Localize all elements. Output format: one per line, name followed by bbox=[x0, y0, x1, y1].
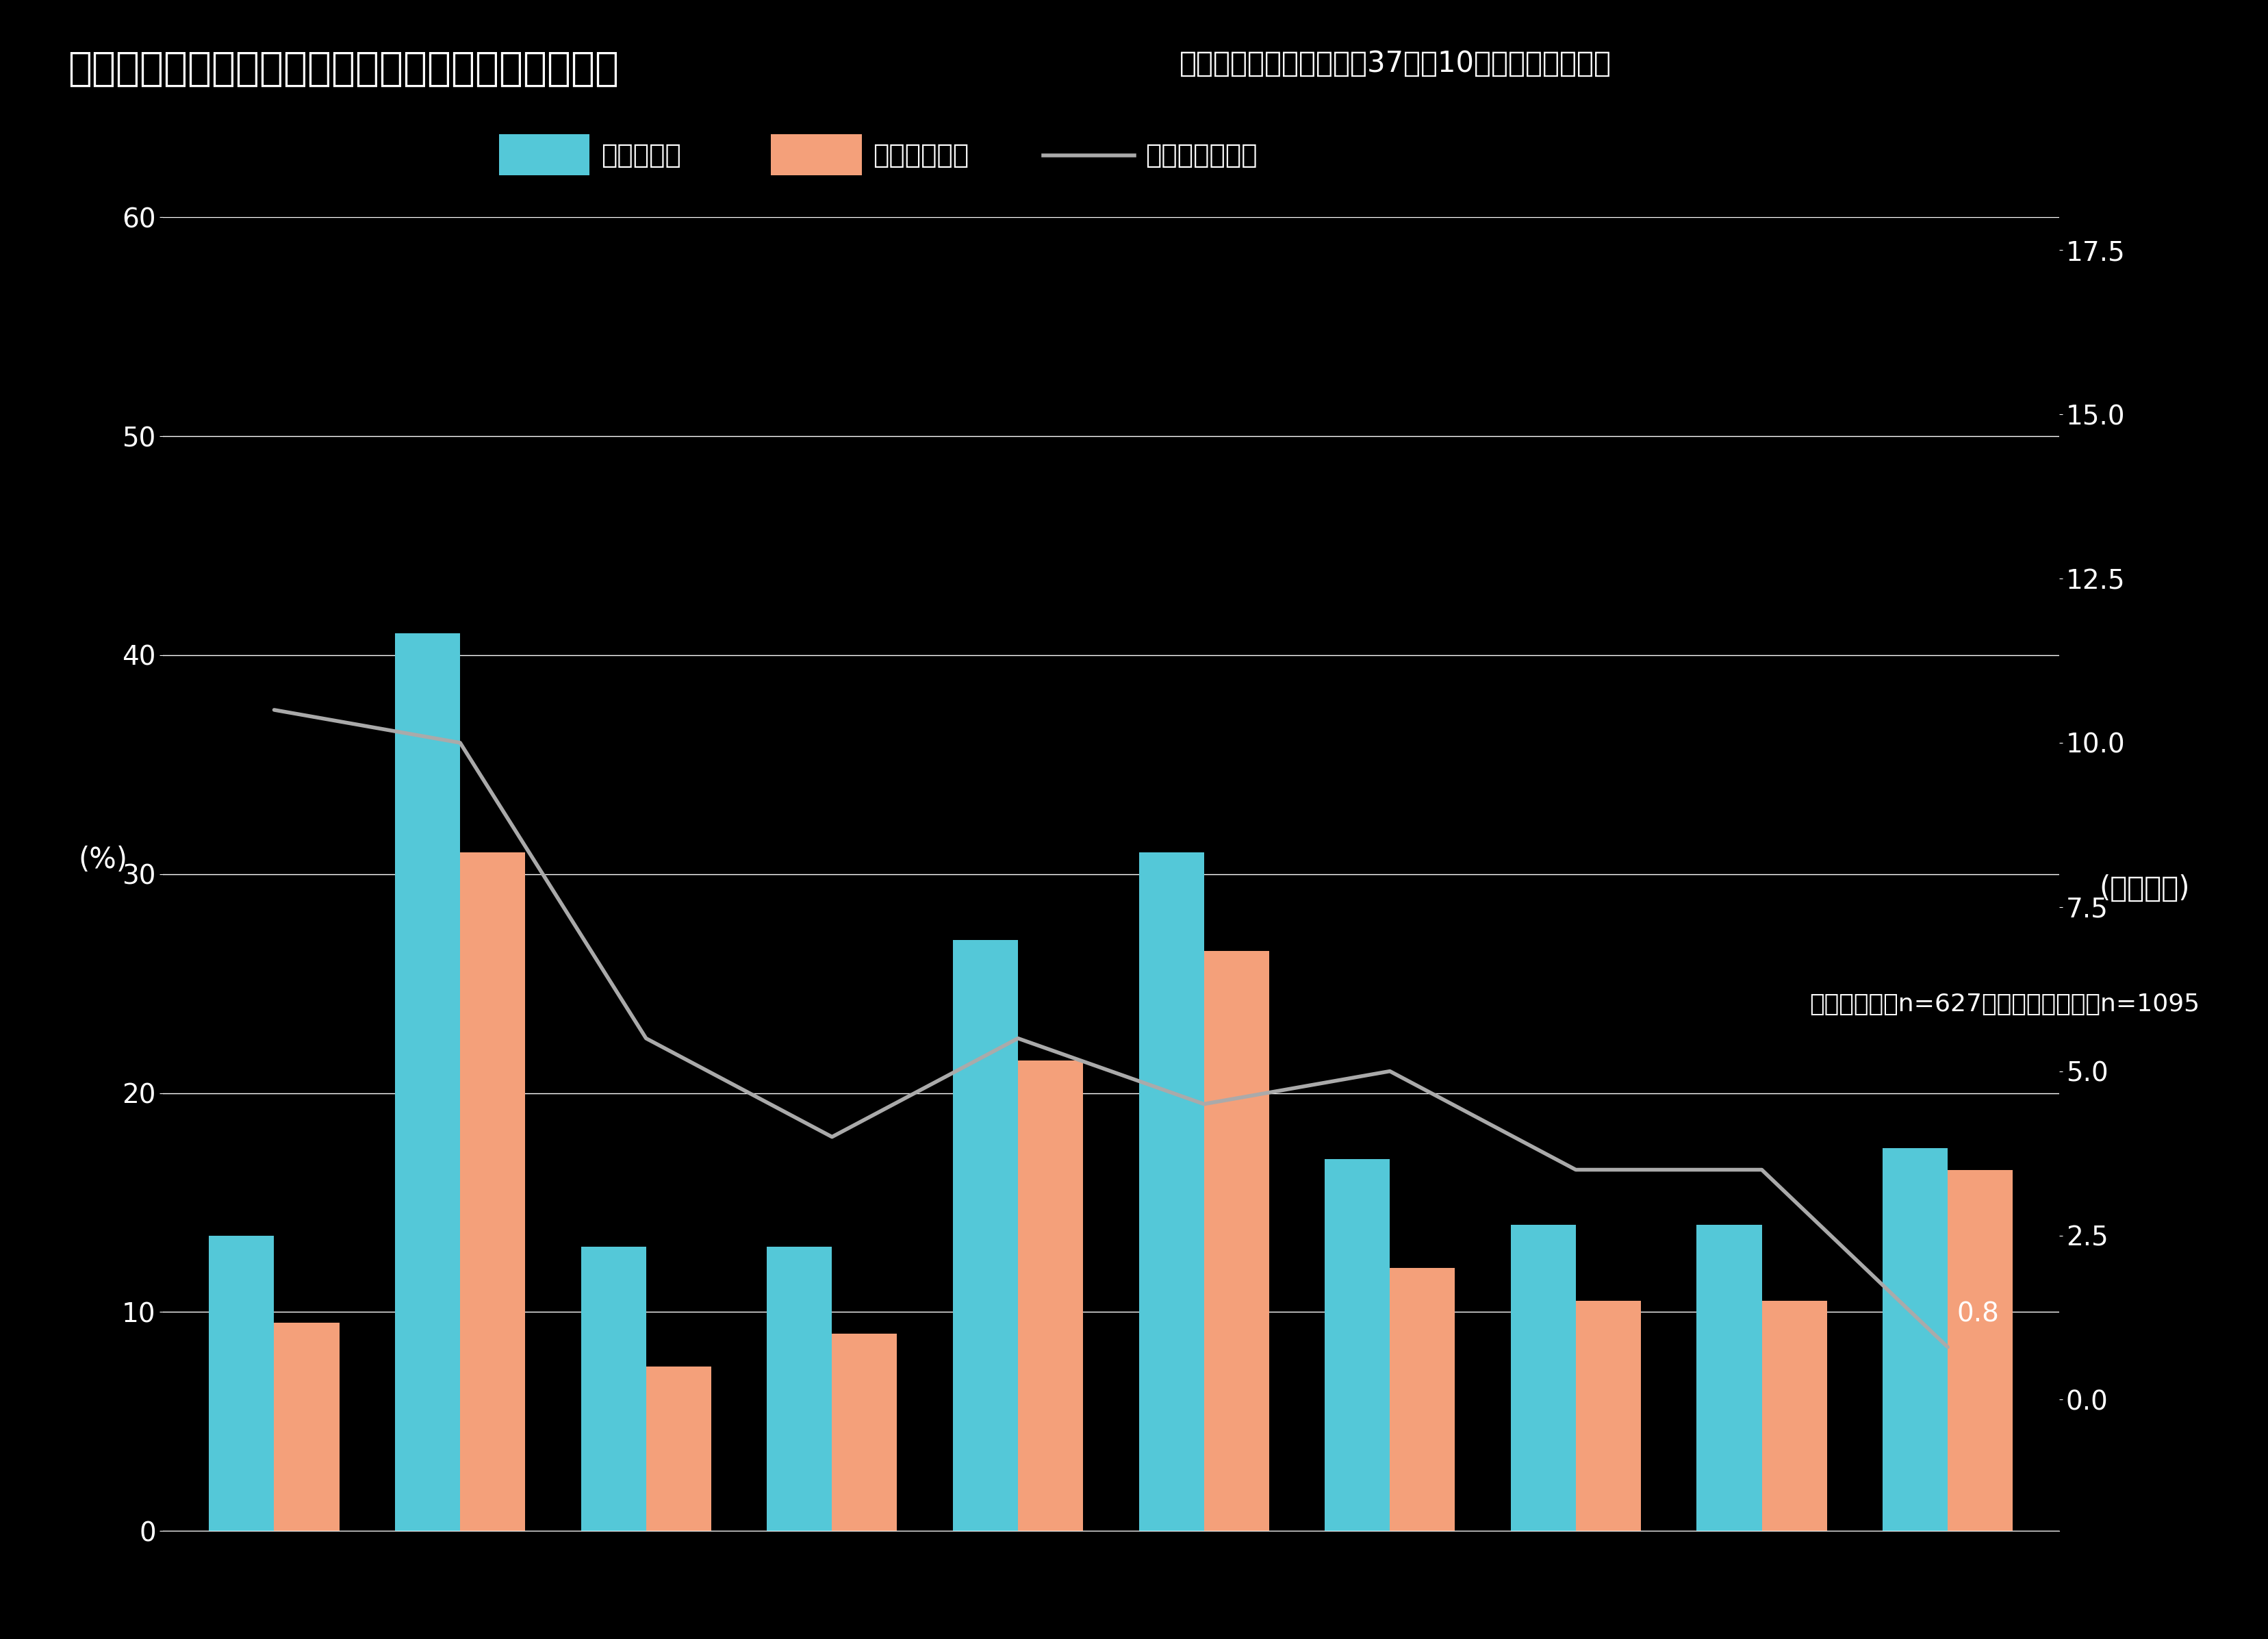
Bar bbox=[581, 1246, 646, 1531]
Bar bbox=[1696, 1224, 1762, 1531]
Bar bbox=[1018, 1060, 1084, 1531]
Text: 「働くシニア」と「非就労シニア」のモノ消費の差: 「働くシニア」と「非就労シニア」のモノ消費の差 bbox=[68, 49, 619, 89]
Bar bbox=[832, 1334, 898, 1531]
Bar bbox=[1948, 1170, 2012, 1531]
Bar bbox=[1762, 1301, 1826, 1531]
Text: 働くシニア：n=627　非就労シニア：n=1095: 働くシニア：n=627 非就労シニア：n=1095 bbox=[1810, 993, 2200, 1016]
Text: 差（ポイント）: 差（ポイント） bbox=[1145, 143, 1256, 169]
Bar bbox=[1204, 951, 1270, 1531]
Text: 0.8: 0.8 bbox=[1957, 1301, 2000, 1328]
Y-axis label: (ポイント): (ポイント) bbox=[2098, 874, 2189, 903]
Bar bbox=[460, 852, 526, 1531]
Bar bbox=[1510, 1224, 1576, 1531]
Bar bbox=[1139, 852, 1204, 1531]
Y-axis label: (%): (%) bbox=[79, 846, 127, 874]
Text: 働くシニア: 働くシニア bbox=[601, 143, 680, 169]
Bar bbox=[767, 1246, 832, 1531]
Text: 非就労シニア: 非就労シニア bbox=[873, 143, 968, 169]
Bar bbox=[274, 1323, 340, 1531]
Bar bbox=[1325, 1159, 1390, 1531]
Text: （差の大きい順に選択肢37個中10位までをソート）: （差の大きい順に選択肢37個中10位までをソート） bbox=[1179, 49, 1610, 79]
Bar bbox=[1882, 1147, 1948, 1531]
Bar bbox=[953, 939, 1018, 1531]
Bar bbox=[209, 1236, 274, 1531]
Bar bbox=[1390, 1269, 1456, 1531]
Bar bbox=[1576, 1301, 1640, 1531]
Bar bbox=[646, 1367, 712, 1531]
Bar bbox=[395, 633, 460, 1531]
